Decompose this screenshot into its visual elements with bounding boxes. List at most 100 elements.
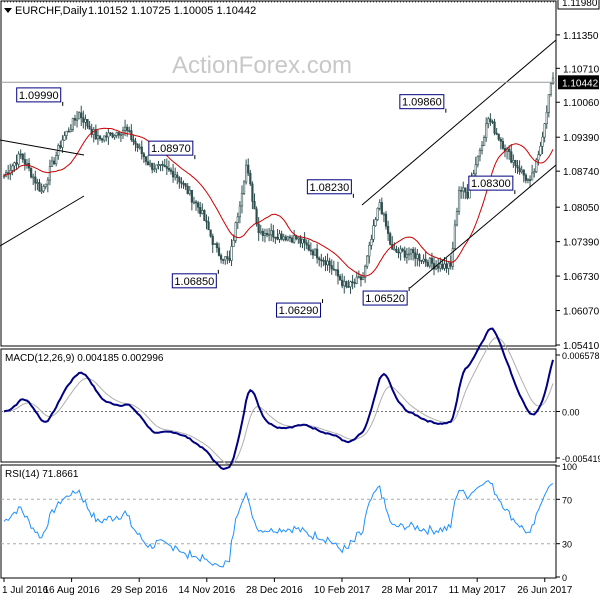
svg-text:29 Sep 2016: 29 Sep 2016 [111,585,168,596]
candle [153,162,156,173]
candle [199,201,202,217]
rsi-line [3,480,554,568]
candle [518,160,521,175]
svg-text:1.11350: 1.11350 [563,31,599,42]
candle [455,207,459,227]
candle [155,164,158,174]
candle [96,130,100,145]
candle [457,186,461,215]
candle [190,189,193,211]
candle [65,130,68,140]
macd-axis: 0.006578 0.00 -0.005419 [556,351,600,464]
x-tick: 11 May 2017 [449,578,507,596]
price-tick: 1.07390 [556,238,600,249]
candle [278,229,281,243]
svg-text:1.08970: 1.08970 [151,143,191,155]
candle [151,162,154,174]
candle [526,177,530,184]
candle [128,126,131,133]
candle [399,245,402,261]
svg-text:0: 0 [562,573,567,583]
candle [303,232,306,251]
candle [25,158,29,169]
candle [336,261,340,285]
candle [290,235,294,244]
price-tick: 1.11980 [557,0,600,10]
svg-text:1.09390: 1.09390 [563,133,600,144]
candle [50,156,54,167]
svg-text:16 Aug 2016: 16 Aug 2016 [44,585,101,596]
candle [167,160,171,172]
candle [426,259,429,268]
candle [476,155,479,168]
candle [366,255,369,269]
candle [311,248,315,260]
candle [320,253,323,268]
candle [330,259,333,275]
candle [21,153,24,163]
svg-text:28 Dec 2016: 28 Dec 2016 [246,585,303,596]
annotation-label: 1.08970 [148,140,196,160]
candle [222,258,225,265]
price-tick: 1.08740 [556,167,600,178]
candle [84,114,87,130]
price-tick: 1.10060 [556,98,600,109]
candle [478,147,482,162]
candle [276,229,279,241]
candle [286,235,289,242]
candle [171,163,175,183]
candle [384,211,388,230]
candle [98,135,102,141]
candle [305,239,308,250]
candle [301,238,304,249]
candle [353,278,356,288]
svg-text:0.006578: 0.006578 [562,351,600,361]
candle [111,132,114,139]
price-tick: 1.06070 [556,307,600,318]
channel-lower-line [409,164,557,289]
candle [236,212,239,230]
candle [359,275,363,287]
candle [23,152,26,171]
candle [73,114,77,126]
candle [176,171,179,185]
candle [261,228,264,242]
annotation-label: 1.09990 [16,87,64,106]
candle [188,185,191,196]
candle [226,250,229,265]
candle [539,141,542,157]
candle [224,256,227,265]
svg-text:28 Mar 2017: 28 Mar 2017 [381,585,438,596]
candle [215,241,219,253]
x-tick: 14 Nov 2016 [178,578,236,596]
svg-text:1.08300: 1.08300 [471,178,511,190]
candle [549,82,553,97]
price-tick: 1.10442 [558,75,599,90]
candle [380,197,383,215]
candle [94,124,97,141]
candle [80,105,83,127]
collapse-triangle-icon[interactable] [4,8,12,13]
svg-text:1.06070: 1.06070 [563,307,600,318]
price-pane: EURCHF,Daily 1.10152 1.10725 1.10005 1.1… [0,0,600,352]
candle [543,123,546,143]
x-tick: 16 Aug 2016 [44,578,101,596]
candle [347,279,350,288]
candle [228,250,231,264]
annotation-label: 1.06850 [171,269,219,289]
rsi-pane-frame [0,464,557,579]
candle [462,181,465,199]
price-tick: 1.09390 [556,133,600,144]
candle [142,152,145,163]
candle [32,173,35,185]
svg-text:11 May 2017: 11 May 2017 [449,585,507,596]
candle [495,127,498,136]
annotation-label: 1.06520 [362,287,410,306]
candle [136,143,139,152]
candle [144,155,148,166]
candle [46,177,49,193]
candle [489,113,492,127]
candle [238,201,241,224]
candle [389,231,392,246]
